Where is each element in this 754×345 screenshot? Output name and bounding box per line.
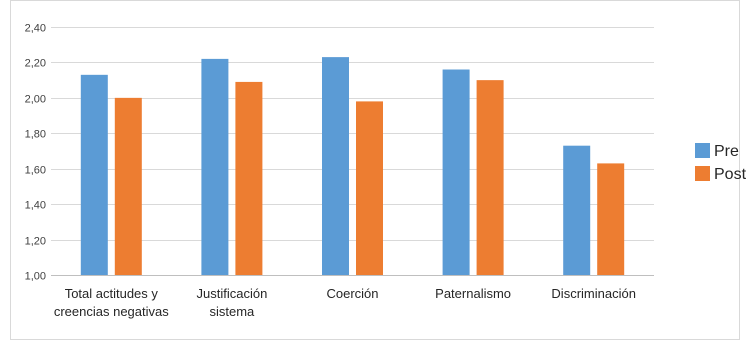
y-tick-label: 1,80 [25,129,46,141]
y-tick-label: 1,00 [25,271,46,283]
x-axis-category-labels: Total actitudes y creencias negativas Just… [54,286,636,319]
x-category-label: Discriminación [551,286,636,301]
x-category-label: Total actitudes y creencias negativas [54,286,169,319]
bar-post-1 [235,81,263,276]
bar-pre-4 [563,145,591,275]
bars [80,57,625,276]
bar-post-2 [356,101,383,276]
y-tick-label: 1,60 [25,165,46,177]
y-tick-label: 1,20 [25,236,46,248]
bar-pre-2 [322,57,349,275]
gridlines [51,27,654,241]
legend: Pre Post [695,143,747,183]
legend-item-pre: Pre [695,143,739,160]
x-category-label: Justificación sistema [196,286,267,319]
y-axis-tick-labels: 1,00 1,20 1,40 1,60 1,80 2,00 2,20 2,40 [25,23,46,283]
bar-pre-3 [442,69,470,275]
x-category-label: Paternalismo [435,286,511,301]
x-category-label: Coerción [326,286,378,301]
bar-pre-0 [80,74,108,275]
y-tick-label: 2,00 [25,94,46,106]
y-tick-label: 2,40 [25,23,46,35]
bar-post-4 [597,163,625,275]
bar-pre-1 [201,58,229,276]
legend-item-post: Post [695,166,747,183]
bar-post-3 [476,80,504,276]
legend-swatch [695,166,710,181]
legend-label: Pre [714,143,739,160]
y-tick-label: 2,20 [25,58,46,70]
bar-post-0 [114,97,142,275]
y-tick-label: 1,40 [25,200,46,212]
legend-swatch [695,143,710,158]
legend-label: Post [714,166,747,183]
